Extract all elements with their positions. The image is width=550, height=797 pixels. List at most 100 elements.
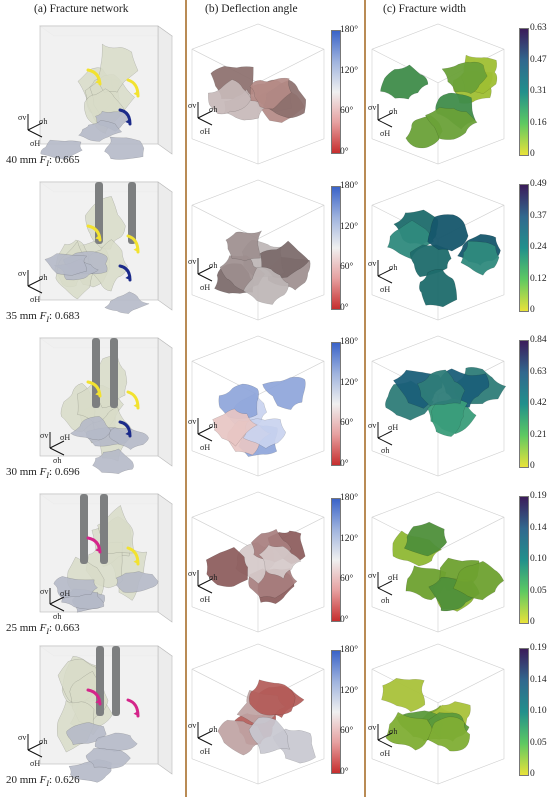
propagation-arrow-head (95, 391, 100, 396)
fracture-width-colorbar (519, 340, 529, 468)
colorbar-tick-label: 0.10 (530, 706, 547, 716)
specimen-size: 25 mm (6, 622, 40, 634)
colorbar-tick-label: 0 (530, 305, 535, 315)
header-fracture-width: (c) Fracture width (383, 3, 467, 15)
fracture-surface (243, 266, 290, 305)
colorbar-tick-label: 120° (340, 377, 359, 388)
stress-axis-label: σH (30, 139, 40, 148)
stress-axis-label: σv (368, 571, 376, 580)
fracture-surface (94, 732, 138, 752)
stress-axis-label: σh (389, 727, 397, 736)
colorbar-tick-label: 0.19 (530, 643, 547, 653)
propagation-arrow-head (133, 711, 138, 716)
case-row-40mm: σv σh σH σv σh σH σv σh σH (18, 23, 505, 165)
stress-axes-a (27, 114, 43, 138)
fracture-width-panel: σv σh σH (368, 643, 505, 785)
fi-symbol: F (39, 310, 47, 322)
deflection-angle-panel: σv σh σH (188, 643, 325, 785)
case-row-25mm: σv σH σh σv σh σH σv σH σh (39, 491, 505, 633)
stress-axis-label: σv (188, 417, 196, 426)
colorbar-tick-label: 0.21 (530, 429, 547, 440)
stress-axes-c (377, 422, 393, 446)
header-fracture-network: (a) Fracture network (34, 3, 129, 15)
stress-axis-label: σH (388, 573, 398, 582)
stress-axis-label: σH (60, 433, 70, 442)
propagation-arrow-head (133, 247, 138, 252)
fracture-surface (427, 214, 469, 252)
fracture-surface (380, 64, 429, 100)
colorbar-tick-label: 120° (340, 65, 359, 76)
fracture-surface (40, 139, 83, 160)
stress-axis-label: σh (209, 105, 217, 114)
fracture-width-colorbar (519, 28, 529, 156)
colorbar-tick-label: 0.16 (530, 117, 547, 128)
stress-axis-label: σH (200, 443, 210, 452)
fracture-network-panel: σv σh σH (18, 645, 173, 783)
fi-subscript: I (46, 159, 50, 169)
colorbar-tick-label: 0° (340, 459, 349, 469)
wellbore (92, 338, 100, 408)
stress-axis-label: σh (209, 421, 217, 430)
propagation-arrow-head (125, 119, 130, 124)
propagation-arrow (86, 536, 102, 554)
stress-axis-label: σH (200, 595, 210, 604)
stress-axes-c (377, 724, 393, 748)
fracture-surface (381, 678, 426, 712)
propagation-arrow (118, 420, 132, 438)
stress-axis-label: σv (188, 721, 196, 730)
stress-axis-label: σv (188, 101, 196, 110)
stress-axis-label: σh (389, 107, 397, 116)
stress-axis-label: σH (380, 285, 390, 294)
propagation-arrow-head (125, 431, 130, 436)
fracture-surface (249, 77, 292, 110)
fracture-surface (248, 716, 291, 754)
fracture-surface (385, 711, 435, 751)
fi-subscript: I (46, 315, 50, 325)
stress-axes-c (377, 572, 393, 596)
fracture-surface (66, 722, 107, 746)
stress-axis-label: σH (60, 589, 70, 598)
stress-axis-label: σv (18, 269, 26, 278)
fracture-surface (97, 43, 139, 93)
case-label: 20 mm FI: 0.626 (6, 774, 80, 788)
specimen-size: 20 mm (6, 774, 40, 786)
stress-axis-label: σh (381, 446, 389, 455)
stress-axis-label: σH (30, 759, 40, 768)
colorbar-tick-label: 0° (340, 767, 349, 777)
fi-value: : 0.696 (49, 466, 80, 478)
fracture-width-panel: σv σH σh (368, 335, 507, 477)
fi-symbol: F (39, 466, 47, 478)
colorbar-tick-label: 0.31 (530, 86, 547, 96)
fracture-surface (53, 576, 98, 599)
deflection-angle-panel: σv σh σH (188, 335, 325, 477)
specimen-size: 35 mm (6, 310, 40, 322)
fracture-width-panel: σv σh σH (368, 23, 505, 165)
stress-axis-label: σv (40, 431, 48, 440)
colorbar-tick-label: 0.24 (530, 242, 547, 252)
specimen-size: 30 mm (6, 466, 40, 478)
colorbar-tick-label: 0° (340, 147, 349, 157)
stress-axis-label: σh (381, 596, 389, 605)
fracture-width-colorbar (519, 184, 529, 312)
colorbar-tick-label: 60° (340, 726, 354, 737)
colorbar-tick-label: 0° (340, 615, 349, 625)
fracture-surface (104, 136, 145, 160)
colorbar-tick-label: 180° (340, 337, 359, 347)
fracture-surface (417, 369, 466, 406)
stress-axis-label: σh (39, 273, 47, 282)
colorbar-tick-label: 180° (340, 493, 359, 503)
colorbar-tick-label: 0° (340, 303, 349, 313)
deflection-angle-colorbar (331, 650, 341, 774)
stress-axes-b (197, 102, 213, 126)
colorbar-tick-label: 0.19 (530, 491, 547, 501)
stress-axis-label: σh (53, 456, 61, 465)
fi-value: : 0.663 (49, 622, 80, 634)
colorbar-tick-label: 0.63 (530, 23, 547, 33)
stress-axis-label: σH (200, 127, 210, 136)
fracture-surface (259, 240, 310, 278)
colorbar-tick-label: 0.42 (530, 398, 547, 408)
fracture-surface (212, 408, 258, 447)
colorbar-tick-label: 0.05 (530, 737, 547, 748)
colorbar-tick-label: 60° (340, 106, 354, 117)
